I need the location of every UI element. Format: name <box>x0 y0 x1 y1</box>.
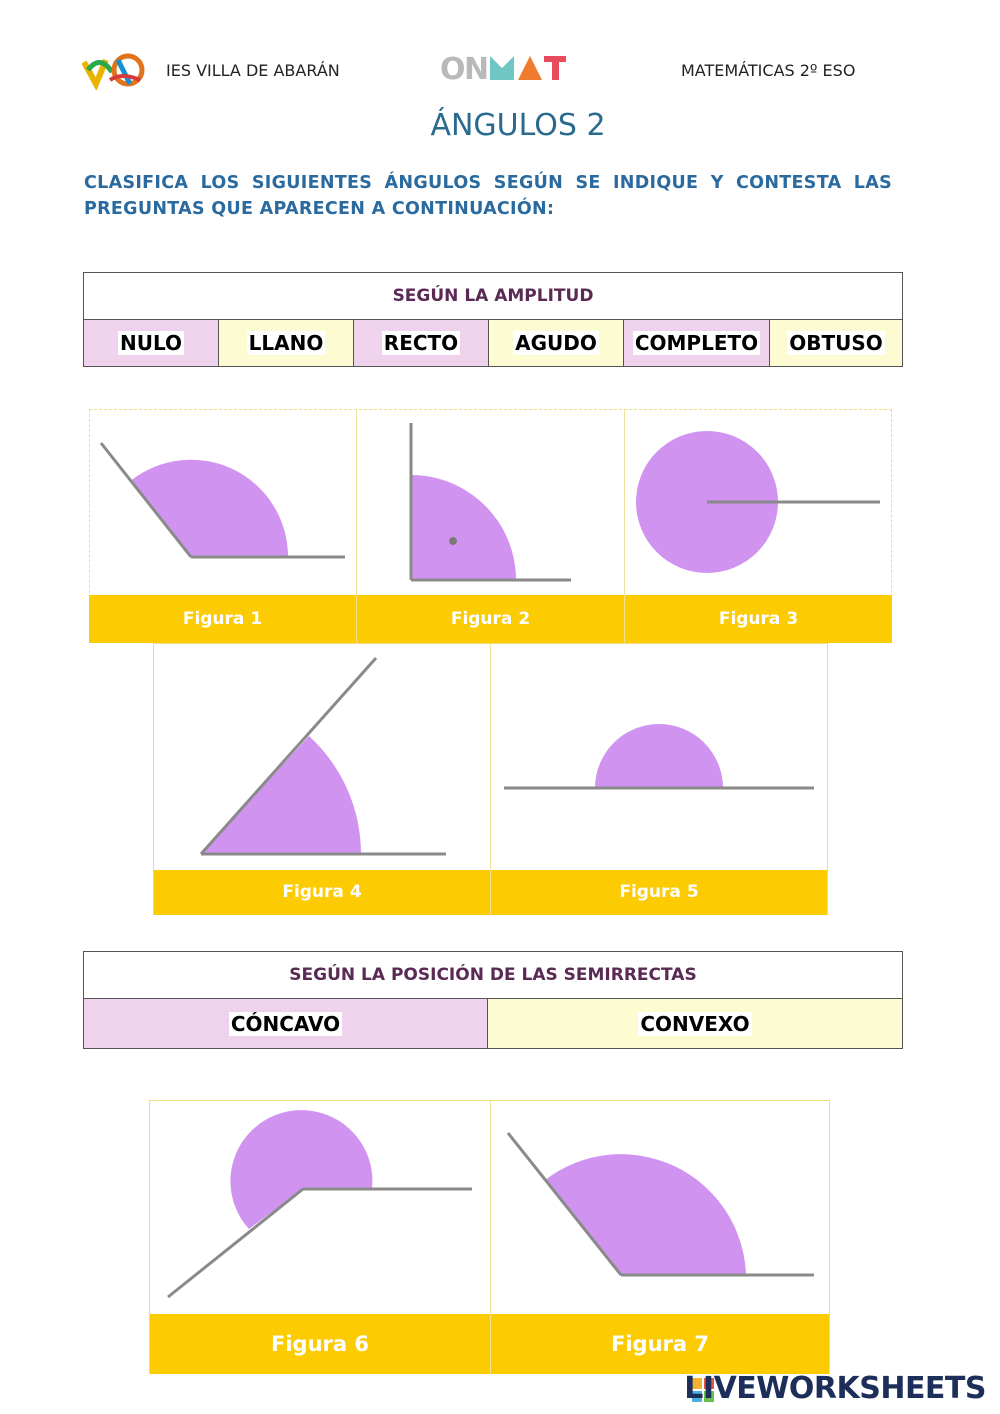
instructions: CLASIFICA LOS SIGUIENTES ÁNGULOS SEGÚN S… <box>84 173 892 219</box>
figure-2-angle <box>409 423 571 582</box>
figure-3-angle <box>636 431 880 573</box>
option-agudo[interactable]: AGUDO <box>513 331 599 355</box>
onmat-logo-n: N <box>464 53 489 83</box>
figure-1-label: Figura 1 <box>89 595 356 643</box>
onmat-logo-m <box>490 56 514 80</box>
option-completo[interactable]: COMPLETO <box>632 331 761 355</box>
option-cell[interactable]: RECTO <box>353 319 489 367</box>
option-recto[interactable]: RECTO <box>381 331 461 355</box>
figure-3-label: Figura 3 <box>625 595 892 643</box>
figure-7-angle <box>506 1132 814 1277</box>
option-concavo[interactable]: CÓNCAVO <box>228 1011 343 1036</box>
school-logo <box>82 53 145 90</box>
school-name: IES VILLA DE ABARÁN <box>166 61 340 80</box>
divider <box>356 410 357 643</box>
onmat-logo-a <box>518 56 542 80</box>
position-heading: SEGÚN LA POSICIÓN DE LAS SEMIRRECTAS <box>83 951 903 999</box>
figure-5-label: Figura 5 <box>491 870 827 915</box>
liveworksheets-brand[interactable]: LIVEWORKSHEETS <box>684 1371 986 1406</box>
option-cell[interactable]: AGUDO <box>488 319 624 367</box>
divider <box>490 870 491 915</box>
option-llano[interactable]: LLANO <box>246 331 326 355</box>
option-cell[interactable]: OBTUSO <box>769 319 903 367</box>
amplitude-heading: SEGÚN LA AMPLITUD <box>83 272 903 320</box>
option-obtuso[interactable]: OBTUSO <box>787 331 885 355</box>
divider <box>490 1314 491 1374</box>
onmat-logo-o: O <box>440 53 466 83</box>
figure-4-angle <box>199 657 446 856</box>
divider <box>624 410 625 643</box>
option-convexo[interactable]: CONVEXO <box>638 1011 752 1036</box>
onmat-logo: O N <box>440 53 566 83</box>
figure-5-angle <box>504 724 814 790</box>
figure-1-angle <box>99 442 345 559</box>
figure-6-label: Figura 6 <box>150 1314 490 1374</box>
figure-7-label: Figura 7 <box>491 1314 829 1374</box>
onmat-logo-t-stem <box>552 56 559 80</box>
option-cell[interactable]: LLANO <box>218 319 354 367</box>
divider <box>490 1101 491 1374</box>
figure-4-label: Figura 4 <box>154 870 490 915</box>
divider <box>624 595 625 643</box>
figure-2-label: Figura 2 <box>357 595 624 643</box>
option-nulo[interactable]: NULO <box>117 331 184 355</box>
divider <box>356 595 357 643</box>
amplitude-table: SEGÚN LA AMPLITUD NULO LLANO RECTO AGUDO… <box>83 272 903 367</box>
figure-6-angle <box>167 1110 472 1299</box>
option-cell[interactable]: NULO <box>83 319 219 367</box>
position-table: SEGÚN LA POSICIÓN DE LAS SEMIRRECTAS CÓN… <box>83 951 903 1049</box>
subject-label: MATEMÁTICAS 2º ESO <box>681 61 856 80</box>
option-cell[interactable]: CONVEXO <box>487 998 903 1049</box>
option-cell[interactable]: CÓNCAVO <box>83 998 488 1049</box>
option-cell[interactable]: COMPLETO <box>623 319 770 367</box>
page-title: ÁNGULOS 2 <box>430 108 606 143</box>
divider <box>490 644 491 915</box>
liveworksheets-icon <box>692 1378 714 1402</box>
